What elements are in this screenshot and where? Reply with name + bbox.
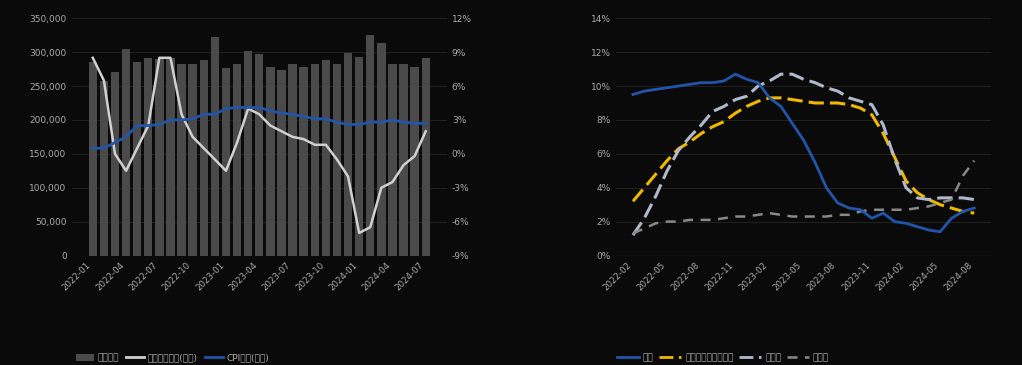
Bar xyxy=(244,51,252,256)
Bar xyxy=(144,58,152,256)
Legend: 整体, 食品饮料和烟草粮食, 纺织品, 服务业: 整体, 食品饮料和烟草粮食, 纺织品, 服务业 xyxy=(613,350,833,365)
Bar xyxy=(178,64,186,256)
Bar xyxy=(422,58,430,256)
Bar xyxy=(299,67,308,256)
Bar xyxy=(256,54,264,256)
Bar xyxy=(343,54,353,255)
Bar xyxy=(89,62,97,256)
Bar xyxy=(311,64,319,256)
Bar xyxy=(388,64,397,256)
Bar xyxy=(122,49,130,255)
Bar xyxy=(411,67,419,256)
Bar xyxy=(266,67,275,256)
Bar xyxy=(155,59,164,256)
Bar xyxy=(100,81,108,256)
Bar xyxy=(333,64,341,256)
Bar xyxy=(288,64,296,256)
Bar xyxy=(211,36,219,256)
Bar xyxy=(133,62,141,255)
Bar xyxy=(188,64,197,256)
Bar xyxy=(199,60,207,255)
Bar xyxy=(110,73,120,255)
Bar xyxy=(167,58,175,256)
Bar xyxy=(355,57,363,255)
Bar xyxy=(377,43,385,256)
Bar xyxy=(233,64,241,256)
Bar xyxy=(222,68,230,256)
Legend: 平均支出, 实际支出同比(右轴), CPI同比(右轴): 平均支出, 实际支出同比(右轴), CPI同比(右轴) xyxy=(73,350,273,365)
Bar xyxy=(366,35,374,255)
Bar xyxy=(277,70,285,255)
Bar xyxy=(400,64,408,256)
Bar xyxy=(322,60,330,255)
